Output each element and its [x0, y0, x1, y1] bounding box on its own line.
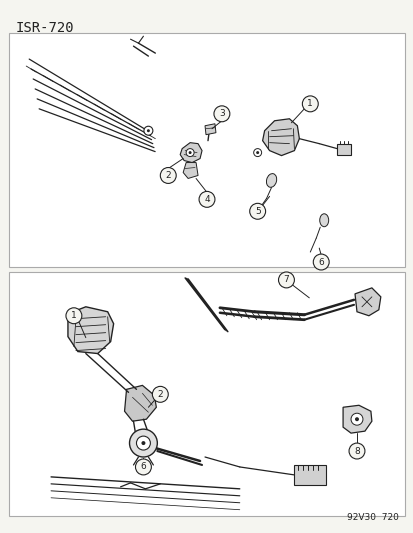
Circle shape	[135, 459, 151, 475]
Circle shape	[186, 149, 194, 157]
Circle shape	[160, 167, 176, 183]
Circle shape	[253, 149, 261, 157]
Text: 6: 6	[318, 257, 323, 266]
Polygon shape	[336, 144, 350, 155]
Circle shape	[188, 151, 191, 154]
FancyBboxPatch shape	[9, 272, 404, 516]
Text: 1: 1	[71, 311, 76, 320]
Text: 2: 2	[157, 390, 163, 399]
Circle shape	[256, 151, 259, 154]
Circle shape	[152, 386, 168, 402]
Circle shape	[147, 129, 150, 132]
Polygon shape	[294, 465, 325, 485]
Text: 7: 7	[283, 276, 289, 285]
Polygon shape	[354, 288, 380, 316]
Polygon shape	[342, 405, 371, 433]
Circle shape	[129, 429, 157, 457]
Circle shape	[249, 203, 265, 219]
Polygon shape	[262, 119, 299, 156]
Circle shape	[348, 443, 364, 459]
Text: 8: 8	[353, 447, 359, 456]
Polygon shape	[180, 143, 202, 163]
Circle shape	[144, 126, 152, 135]
Circle shape	[199, 191, 214, 207]
Text: ISR-720: ISR-720	[15, 21, 74, 35]
Circle shape	[136, 436, 150, 450]
Text: 5: 5	[254, 207, 260, 216]
Text: 2: 2	[165, 171, 171, 180]
Text: 92V30  720: 92V30 720	[346, 513, 398, 522]
Polygon shape	[68, 307, 113, 353]
Circle shape	[278, 272, 294, 288]
Text: 3: 3	[218, 109, 224, 118]
Ellipse shape	[266, 174, 276, 187]
Circle shape	[350, 413, 362, 425]
Ellipse shape	[319, 214, 328, 227]
Polygon shape	[124, 385, 156, 421]
Circle shape	[214, 106, 229, 122]
Circle shape	[354, 417, 358, 421]
Circle shape	[301, 96, 318, 112]
Polygon shape	[183, 163, 197, 179]
Polygon shape	[204, 124, 216, 135]
Text: 1: 1	[307, 99, 312, 108]
Text: 4: 4	[204, 195, 209, 204]
Circle shape	[313, 254, 328, 270]
Text: 6: 6	[140, 463, 146, 472]
Circle shape	[66, 308, 82, 324]
FancyBboxPatch shape	[9, 33, 404, 267]
Circle shape	[141, 441, 145, 445]
